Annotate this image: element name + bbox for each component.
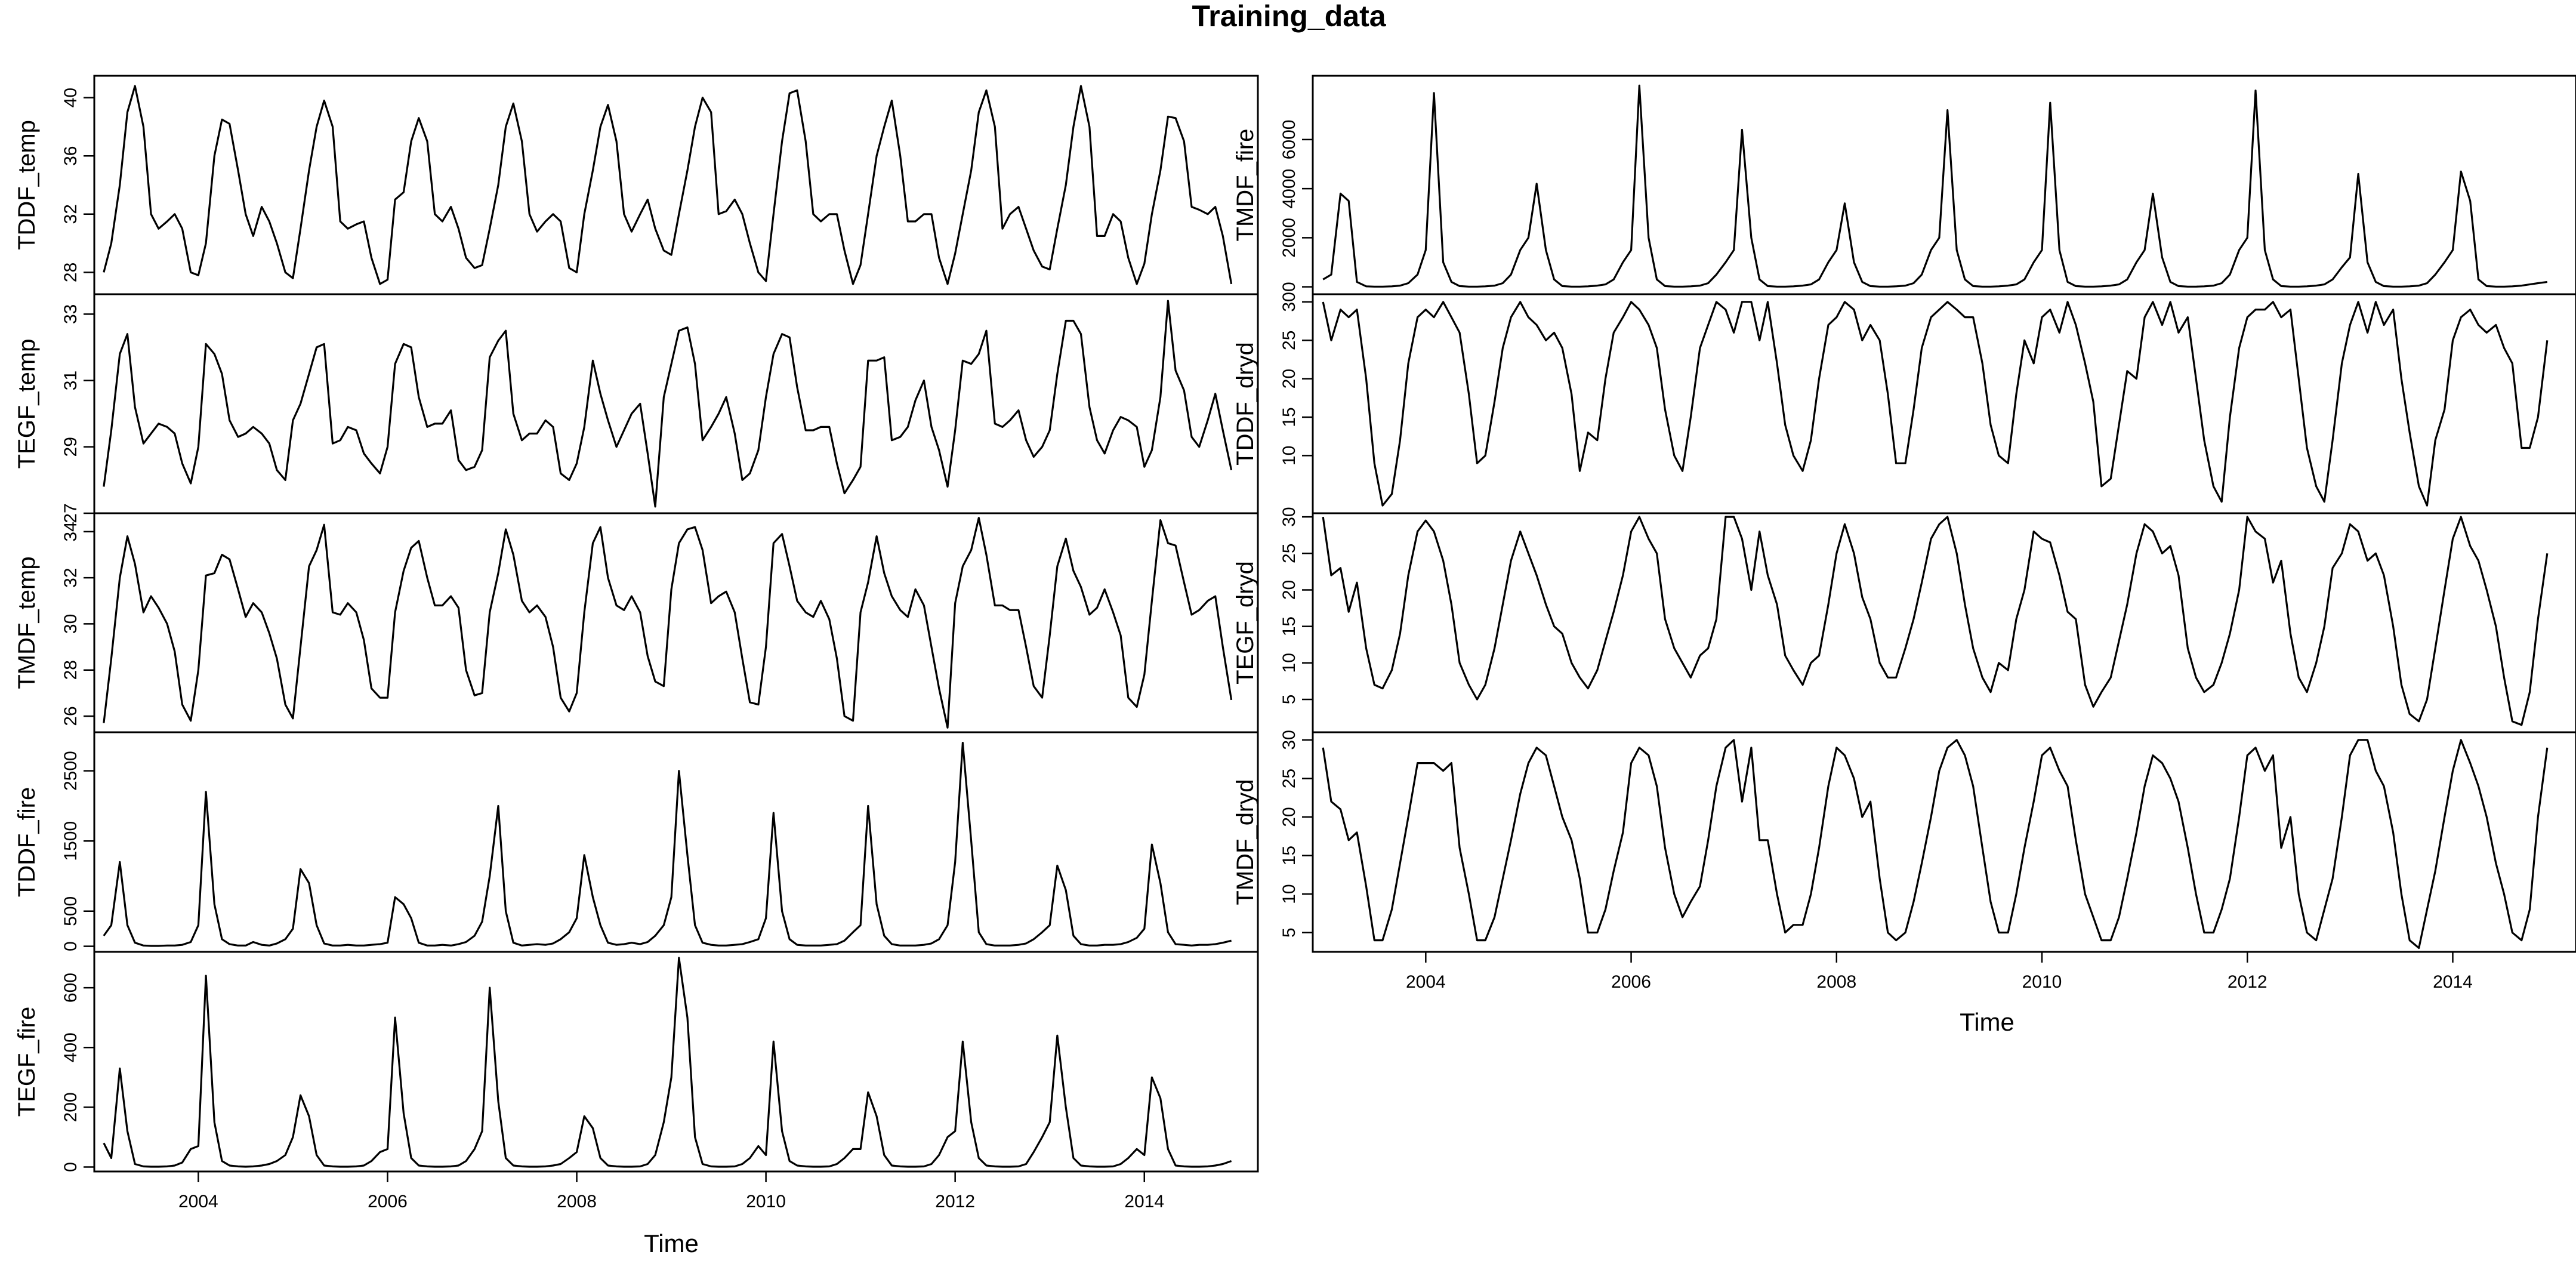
panel-tegf-temp: 27 29 31 33 TEGF_temp [14,293,1259,523]
x-axis-label-left: Time [644,1229,699,1257]
y-tick-label: 0 [1279,282,1299,292]
x-tick-label: 2014 [2433,972,2473,992]
series-line-tegf-dryd [1322,516,2549,726]
panel-tddf-fire: 0 500 1500 2500 TDDF_fire [14,731,1259,953]
series-line-tddf-fire [103,742,1232,947]
y-tick-label: 600 [61,973,81,1003]
y-tick-label: 0 [61,1162,81,1172]
series-line-tmdf-dryd [1322,739,2549,949]
y-axis-label: TMDF_fire [1232,129,1258,242]
y-tick-label: 10 [1279,653,1299,673]
x-axis-label-right: Time [1960,1008,2014,1036]
y-tick-label: 34 [61,522,81,541]
panel-frame [93,512,1259,733]
series-line-tmdf-fire [1322,84,2548,288]
y-tick-label: 2000 [1279,218,1299,258]
y-tick-label: 15 [1279,616,1299,636]
x-tick-label: 2008 [557,1192,597,1211]
y-axis-label: TDDF_dryd [1232,342,1258,465]
y-tick-label: 25 [1279,769,1299,788]
x-tick-label: 2006 [368,1192,408,1211]
y-tick-label: 30 [1279,730,1299,750]
y-tick-label: 20 [1279,369,1299,389]
y-tick-label: 26 [61,706,81,726]
y-tick-label: 30 [1279,507,1299,526]
chart-title: Training_data [1192,0,1386,33]
panel-frame [1312,512,2576,733]
y-tick-label: 30 [1279,292,1299,312]
y-tick-label: 2500 [61,751,81,791]
y-axis-label: TDDF_temp [14,120,40,250]
x-tick-label: 2004 [178,1192,218,1211]
y-tick-label: 29 [61,437,81,457]
panel-tmdf-dryd: 5 10 15 20 25 30 TMDF_dryd 2004 2006 2008 2010 2012… [1232,730,2576,992]
x-tick-label: 2014 [1124,1192,1164,1211]
y-axis-label: TEGF_dryd [1232,561,1258,685]
x-tick-label: 2008 [1816,972,1856,992]
y-tick-label: 6000 [1279,120,1299,160]
y-axis-label: TDDF_fire [14,787,40,897]
x-tick-label: 2012 [935,1192,975,1211]
x-tick-label: 2010 [746,1192,786,1211]
panel-frame [1312,75,2576,295]
panel-tmdf-fire: 0 2000 4000 6000 TMDF_fire [1232,75,2576,295]
panel-frame [93,951,1259,1173]
y-tick-label: 32 [61,204,81,224]
y-tick-label: 40 [61,88,81,107]
y-tick-label: 20 [1279,807,1299,827]
x-tick-label: 2010 [2022,972,2062,992]
panel-frame [93,293,1259,514]
y-axis-label: TMDF_dryd [1232,779,1258,905]
y-tick-label: 5 [1279,927,1299,938]
x-tick-label: 2006 [1611,972,1651,992]
series-line-tmdf-temp [103,517,1233,729]
panel-frame [93,75,1259,295]
panel-tegf-dryd: 5 10 15 20 25 30 TEGF_dryd [1232,507,2576,733]
series-line-tddf-temp [103,85,1233,285]
series-line-tegf-fire [103,957,1232,1168]
y-tick-label: 32 [61,568,81,587]
y-tick-label: 27 [61,503,81,523]
series-line-tddf-dryd [1322,301,2549,507]
y-tick-label: 500 [61,896,81,926]
y-tick-label: 30 [61,614,81,634]
panel-tddf-dryd: 10 15 20 25 30 TDDF_dryd [1232,292,2576,514]
panel-tddf-temp: 28 32 36 40 TDDF_temp [14,75,1259,295]
panel-frame [1312,731,2576,953]
y-axis-label: TMDF_temp [14,556,40,689]
y-axis-label: TEGF_fire [14,1007,40,1117]
series-line-tegf-temp [103,300,1233,508]
x-tick-label: 2012 [2228,972,2268,992]
y-tick-label: 400 [61,1032,81,1062]
panel-tegf-fire: 0 200 400 600 TEGF_fire 2004 2006 2008 2010 2012 2… [14,951,1259,1211]
panels-layer: 28 32 36 40 TDDF_temp 27 29 31 33 TEGF_temp 26 28 30… [14,75,2576,1211]
y-tick-label: 4000 [1279,169,1299,209]
y-tick-label: 33 [61,304,81,324]
panel-frame [1312,293,2576,514]
y-tick-label: 15 [1279,846,1299,865]
y-tick-label: 10 [1279,884,1299,904]
panel-tmdf-temp: 26 28 30 32 34 TMDF_temp [14,512,1259,733]
y-tick-label: 0 [61,941,81,951]
y-tick-label: 10 [1279,446,1299,465]
y-tick-label: 20 [1279,580,1299,600]
y-tick-label: 1500 [61,821,81,861]
y-tick-label: 25 [1279,331,1299,350]
y-tick-label: 15 [1279,407,1299,427]
y-tick-label: 28 [61,263,81,282]
y-tick-label: 31 [61,371,81,390]
y-tick-label: 5 [1279,695,1299,705]
x-tick-label: 2004 [1406,972,1446,992]
y-tick-label: 36 [61,146,81,166]
y-axis-label: TEGF_temp [14,339,40,469]
y-tick-label: 200 [61,1092,81,1122]
panel-frame [93,731,1259,953]
y-tick-label: 28 [61,660,81,680]
y-tick-label: 25 [1279,544,1299,563]
